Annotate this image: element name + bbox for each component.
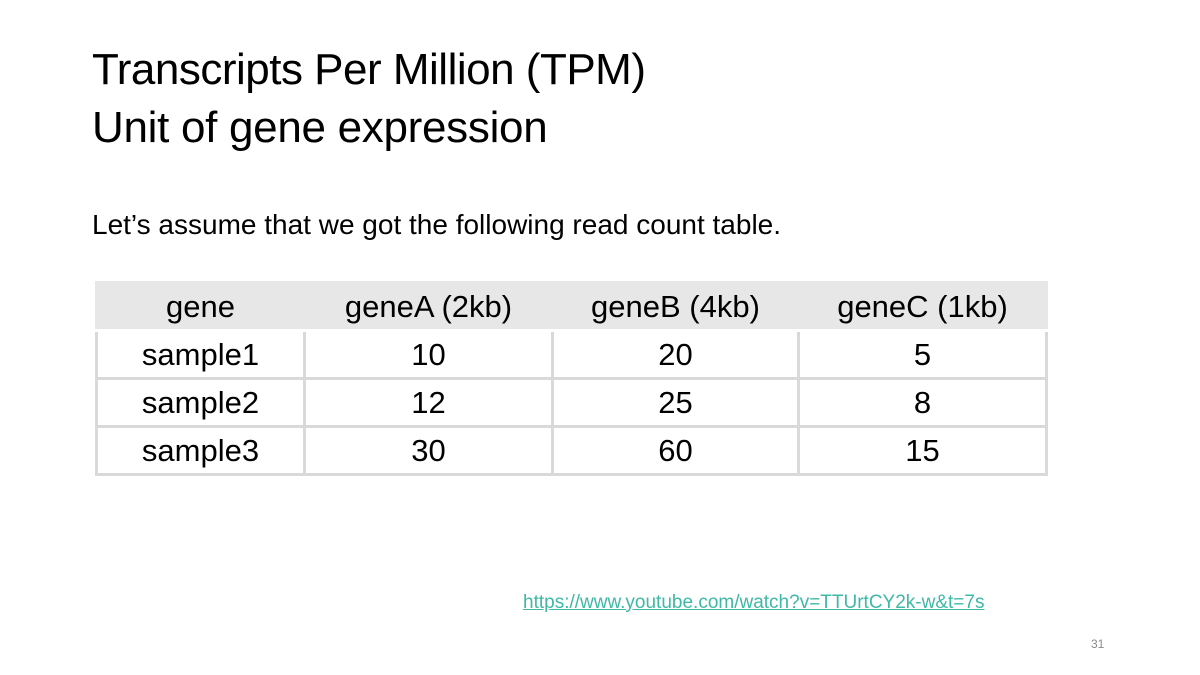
slide-title: Transcripts Per Million (TPM) xyxy=(92,45,646,94)
table-cell: 20 xyxy=(551,329,800,380)
table-row: sample2 12 25 8 xyxy=(95,377,1048,428)
header-cell-geneB: geneB (4kb) xyxy=(551,281,800,332)
youtube-link[interactable]: https://www.youtube.com/watch?v=TTUrtCY2… xyxy=(523,592,985,613)
table-cell: 15 xyxy=(797,425,1048,476)
table-cell: 8 xyxy=(797,377,1048,428)
table-row: sample1 10 20 5 xyxy=(95,329,1048,380)
page-number: 31 xyxy=(1091,637,1105,651)
intro-text: Let’s assume that we got the following r… xyxy=(92,209,782,240)
header-cell-gene: gene xyxy=(95,281,306,332)
header-cell-geneC: geneC (1kb) xyxy=(797,281,1048,332)
table-cell: 30 xyxy=(303,425,554,476)
table-cell: 10 xyxy=(303,329,554,380)
row-label: sample3 xyxy=(95,425,306,476)
table-header-row: gene geneA (2kb) geneB (4kb) geneC (1kb) xyxy=(95,281,1048,332)
read-count-table: gene geneA (2kb) geneB (4kb) geneC (1kb)… xyxy=(95,281,1048,476)
row-label: sample2 xyxy=(95,377,306,428)
header-cell-geneA: geneA (2kb) xyxy=(303,281,554,332)
table-cell: 25 xyxy=(551,377,800,428)
table-cell: 60 xyxy=(551,425,800,476)
row-label: sample1 xyxy=(95,329,306,380)
slide-subtitle: Unit of gene expression xyxy=(92,103,548,152)
table-row: sample3 30 60 15 xyxy=(95,425,1048,476)
table-cell: 12 xyxy=(303,377,554,428)
table-cell: 5 xyxy=(797,329,1048,380)
